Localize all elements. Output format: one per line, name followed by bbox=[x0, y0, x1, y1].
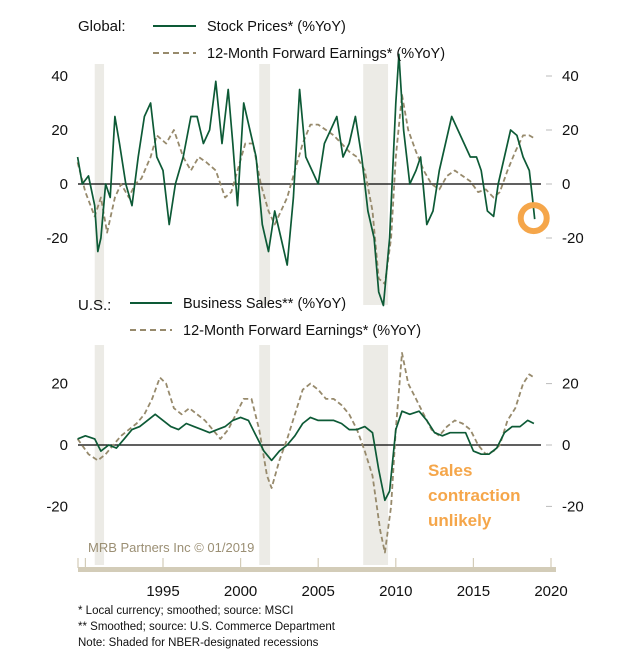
footnote-1: * Local currency; smoothed; source: MSCI bbox=[78, 605, 293, 617]
y-tick-label-left: -20 bbox=[46, 498, 68, 515]
annotation-line-3: unlikely bbox=[428, 511, 492, 530]
x-tick-label: 2020 bbox=[534, 583, 567, 600]
y-tick-label-right: 20 bbox=[562, 122, 579, 139]
watermark: MRB Partners Inc © 01/2019 bbox=[88, 540, 254, 555]
y-tick-label-left: -20 bbox=[46, 230, 68, 247]
footnote-3: Note: Shaded for NBER-designated recessi… bbox=[78, 637, 319, 649]
footnote-2: ** Smoothed; source: U.S. Commerce Depar… bbox=[78, 621, 336, 633]
legend-us-earnings: 12-Month Forward Earnings* (%YoY) bbox=[183, 323, 421, 339]
legend-stock-prices: Stock Prices* (%YoY) bbox=[207, 19, 346, 35]
legend-global-earnings: 12-Month Forward Earnings* (%YoY) bbox=[207, 46, 445, 62]
legend-business-sales: Business Sales** (%YoY) bbox=[183, 296, 346, 312]
x-tick-label: 2015 bbox=[457, 583, 490, 600]
x-axis-bar bbox=[78, 567, 556, 572]
y-tick-label-right: 40 bbox=[562, 68, 579, 85]
us-panel-label: U.S.: bbox=[78, 297, 111, 314]
y-tick-label-right: 20 bbox=[562, 376, 579, 393]
global-panel-label: Global: bbox=[78, 18, 126, 35]
y-tick-label-left: 20 bbox=[51, 376, 68, 393]
y-tick-label-left: 40 bbox=[51, 68, 68, 85]
recession-band bbox=[259, 345, 271, 565]
recession-band bbox=[94, 345, 105, 565]
series-line-forward-earnings bbox=[76, 352, 535, 554]
y-tick-label-left: 0 bbox=[60, 176, 68, 193]
series-line-stock-prices bbox=[76, 53, 536, 307]
y-tick-label-right: 0 bbox=[562, 176, 570, 193]
y-tick-label-right: -20 bbox=[562, 498, 584, 515]
x-axis: 1995 2000 2005 2010 2015 2020 bbox=[77, 558, 568, 600]
y-tick-label-right: 0 bbox=[562, 437, 570, 454]
y-tick-label-left: 0 bbox=[60, 437, 68, 454]
y-tick-label-left: 20 bbox=[51, 122, 68, 139]
x-tick-label: 2010 bbox=[379, 583, 412, 600]
series-line-business-sales bbox=[77, 410, 535, 502]
y-tick-label-right: -20 bbox=[562, 230, 584, 247]
series-line-forward-earnings bbox=[76, 94, 535, 285]
x-tick-label: 2005 bbox=[302, 583, 335, 600]
x-tick-label: 2000 bbox=[224, 583, 257, 600]
annotation-line-1: Sales bbox=[428, 461, 472, 480]
x-tick-label: 1995 bbox=[146, 583, 179, 600]
annotation-line-2: contraction bbox=[428, 486, 521, 505]
highlight-circle bbox=[517, 202, 550, 235]
